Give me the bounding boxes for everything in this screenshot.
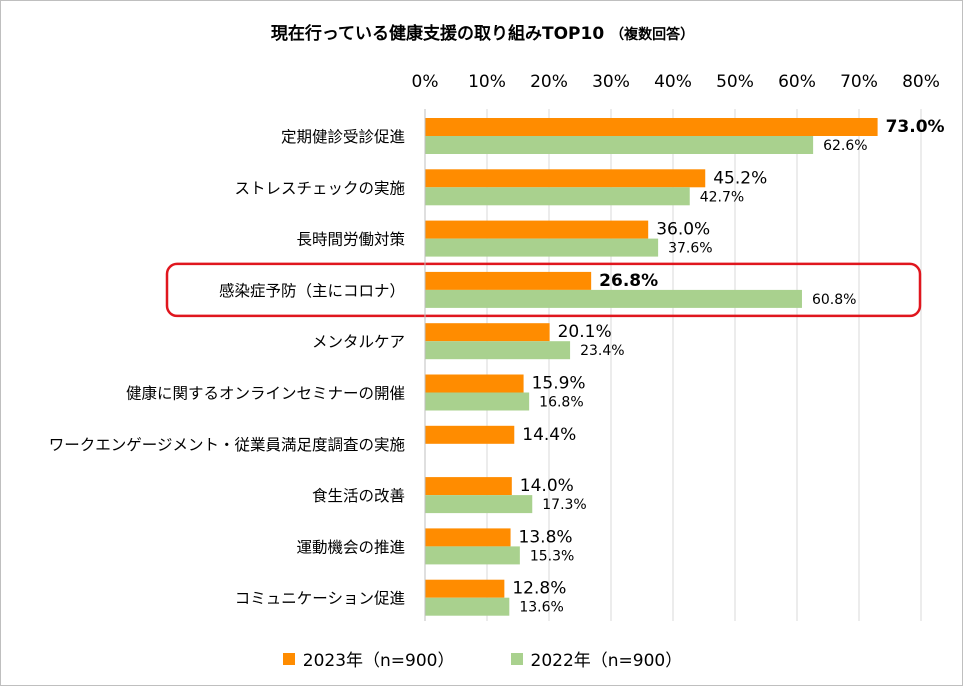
data-label-2023-9: 12.8% xyxy=(512,579,566,599)
chart-title-block: 現在行っている健康支援の取り組みTOP10 （複数回答） xyxy=(1,19,963,44)
data-label-2022-9: 13.6% xyxy=(519,600,563,616)
legend-label-2023: 2023年（n=900） xyxy=(302,651,455,671)
x-tick-label-10: 10% xyxy=(468,72,506,92)
category-label-8: 運動機会の推進 xyxy=(296,538,405,556)
legend-swatch-2022 xyxy=(510,652,523,665)
category-label-6: ワークエンゲージメント・従業員満足度調査の実施 xyxy=(49,436,405,454)
x-tick-label-50: 50% xyxy=(716,72,754,92)
category-label-0: 定期健診受診促進 xyxy=(281,128,405,146)
data-label-2022-8: 15.3% xyxy=(530,548,574,564)
category-label-1: ストレスチェックの実施 xyxy=(234,179,405,197)
x-tick-label-40: 40% xyxy=(654,72,692,92)
x-tick-label-70: 70% xyxy=(840,72,878,92)
category-label-4: メンタルケア xyxy=(312,333,405,351)
bar-chart: 0% 10% 20% 30% 40% 50% 60% 70% 80% 定期健診受診促進 73.0% 6… xyxy=(49,72,945,621)
data-label-2023-6: 14.4% xyxy=(522,425,576,445)
bar-2022-7 xyxy=(425,495,533,514)
data-label-2023-1: 45.2% xyxy=(713,168,767,188)
legend-swatch-2023 xyxy=(282,652,295,665)
bar-2023-8 xyxy=(425,528,511,547)
data-label-2023-8: 13.8% xyxy=(519,527,573,547)
bar-2023-2 xyxy=(425,220,649,239)
bar-2023-6 xyxy=(425,425,515,444)
bar-2022-1 xyxy=(425,187,690,206)
data-label-2022-0: 62.6% xyxy=(823,138,867,154)
data-label-2022-1: 42.7% xyxy=(700,189,744,205)
legend: 2023年（n=900） 2022年（n=900） xyxy=(1,646,963,671)
data-label-2023-2: 36.0% xyxy=(656,220,710,240)
category-label-3: 感染症予防（主にコロナ） xyxy=(219,282,405,300)
bar-2022-3 xyxy=(425,289,802,308)
bar-2023-4 xyxy=(425,323,550,342)
data-label-2023-3: 26.8% xyxy=(599,271,658,291)
bar-2022-2 xyxy=(425,238,659,257)
legend-label-2022: 2022年（n=900） xyxy=(530,651,683,671)
bar-2022-0 xyxy=(425,136,814,154)
category-label-5: 健康に関するオンラインセミナーの開催 xyxy=(126,385,405,403)
data-label-2022-3: 60.8% xyxy=(812,292,856,308)
bar-2023-0 xyxy=(425,118,878,136)
x-tick-label-30: 30% xyxy=(592,72,630,92)
bar-2023-3 xyxy=(425,271,592,290)
bar-2022-8 xyxy=(425,546,520,565)
data-label-2023-0: 73.0% xyxy=(886,117,945,137)
data-label-2022-4: 23.4% xyxy=(580,343,624,359)
highlight-box xyxy=(165,262,922,318)
category-label-2: 長時間労働対策 xyxy=(296,231,405,249)
bar-2023-7 xyxy=(425,477,512,496)
x-tick-label-20: 20% xyxy=(530,72,568,92)
bar-2022-9 xyxy=(425,597,510,616)
bar-2023-9 xyxy=(425,579,505,598)
bar-2022-4 xyxy=(425,341,571,360)
bar-2023-1 xyxy=(425,169,706,188)
x-tick-label-0: 0% xyxy=(412,72,439,92)
legend-item-2022: 2022年（n=900） xyxy=(510,646,683,671)
bar-2022-5 xyxy=(425,392,530,411)
data-label-2022-5: 16.8% xyxy=(539,395,583,411)
x-tick-label-80: 80% xyxy=(902,72,940,92)
chart-subtitle: （複数回答） xyxy=(610,27,695,43)
data-label-2023-7: 14.0% xyxy=(520,476,574,496)
data-label-2023-4: 20.1% xyxy=(558,322,612,342)
category-label-9: コミュニケーション促進 xyxy=(235,590,405,608)
data-label-2023-5: 15.9% xyxy=(532,374,586,394)
data-label-2022-7: 17.3% xyxy=(542,497,586,513)
category-label-7: 食生活の改善 xyxy=(312,487,405,505)
data-label-2022-2: 37.6% xyxy=(668,241,712,257)
legend-item-2023: 2023年（n=900） xyxy=(282,646,455,671)
chart-title: 現在行っている健康支援の取り組みTOP10 xyxy=(270,24,605,44)
bar-2023-5 xyxy=(425,374,524,393)
x-tick-label-60: 60% xyxy=(778,72,816,92)
